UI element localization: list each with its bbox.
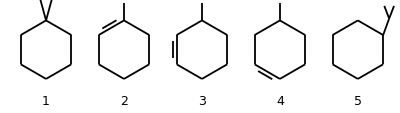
Text: 1: 1 xyxy=(42,95,50,108)
Text: 4: 4 xyxy=(276,95,284,108)
Text: 2: 2 xyxy=(120,95,128,108)
Text: 3: 3 xyxy=(198,95,206,108)
Text: 5: 5 xyxy=(354,95,362,108)
